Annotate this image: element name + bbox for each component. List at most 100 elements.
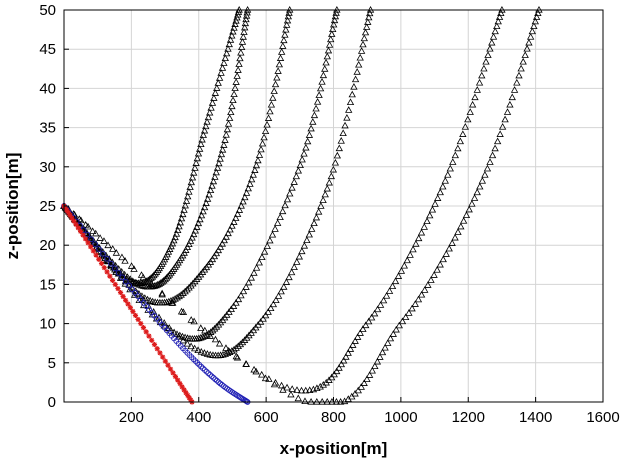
series-3-point-45 <box>208 326 217 334</box>
series-6-point-75 <box>459 217 468 224</box>
series-3-point-104 <box>329 25 337 32</box>
series-5-point-17 <box>197 324 205 331</box>
series-4-point-107 <box>365 13 373 21</box>
series-4-point-24 <box>175 332 183 340</box>
y-tick-label-3: 15 <box>39 276 56 293</box>
series-8-point-11 <box>82 236 89 242</box>
series-6-point-79 <box>470 194 479 201</box>
series-2-point-61 <box>214 246 223 254</box>
series-6-point-88 <box>493 137 502 145</box>
series-4-point-72 <box>300 241 309 249</box>
series-4-point-105 <box>363 23 371 30</box>
series-6-point-20 <box>242 360 251 368</box>
series-3-point-75 <box>281 201 289 209</box>
series-1-point-69 <box>200 203 209 211</box>
series-1-point-65 <box>194 219 203 227</box>
series-1-point-74 <box>208 182 216 189</box>
series-2-point-68 <box>228 222 236 229</box>
series-3-point-15 <box>116 274 125 281</box>
series-6-point-3 <box>77 216 85 224</box>
series-6-point-58 <box>408 304 416 312</box>
series-3-point-64 <box>252 264 261 271</box>
series-4-point-55 <box>256 318 265 325</box>
series-5-point-16 <box>187 316 195 323</box>
series-1-point-107 <box>242 11 251 19</box>
series-1-point-61 <box>188 233 196 241</box>
series-4-point-104 <box>361 28 370 36</box>
series-5-point-108 <box>497 9 505 17</box>
series-3-point-94 <box>316 84 325 92</box>
series-6-point-86 <box>488 151 497 159</box>
grid <box>64 9 604 403</box>
series-8-point-6 <box>71 218 77 224</box>
series-6-point-93 <box>506 100 514 108</box>
series-0-point-65 <box>181 201 189 209</box>
series-3-point-58 <box>237 291 245 299</box>
series-0-point-91 <box>214 79 222 86</box>
series-3-point-59 <box>239 287 248 295</box>
series-8-point-13 <box>88 244 94 250</box>
series-3-point-69 <box>266 236 274 244</box>
series-4-point-26 <box>183 339 191 347</box>
series-7-point-56 <box>210 374 217 381</box>
series-5-point-8 <box>112 249 121 256</box>
series-6-point-91 <box>501 115 509 123</box>
series-5-point-90 <box>461 123 470 130</box>
series-7-point-48 <box>196 361 203 368</box>
series-2-point-99 <box>276 54 285 61</box>
series-5-point-71 <box>412 240 420 247</box>
series-1-point-79 <box>215 159 223 167</box>
series-0-point-60 <box>175 222 183 230</box>
series-3-point-85 <box>302 143 310 151</box>
series-4-point-47 <box>238 338 247 346</box>
series-0-point-97 <box>222 49 231 57</box>
series-5-point-64 <box>391 277 400 285</box>
series-8-point-30 <box>132 312 139 319</box>
series-6-point-49 <box>381 343 389 351</box>
series-5-point-69 <box>406 251 414 258</box>
series-3-point-82 <box>296 161 304 169</box>
series-5-point-62 <box>385 287 394 294</box>
series-2-point-93 <box>269 94 277 101</box>
series-6-point-101 <box>523 44 531 52</box>
series-0-point-93 <box>217 69 225 76</box>
series-2-point-70 <box>232 214 240 221</box>
series-3-point-93 <box>315 91 323 98</box>
series-2-point-103 <box>281 31 289 38</box>
series-0-point-95 <box>220 59 228 66</box>
series-5-point-107 <box>495 13 504 20</box>
series-6-point-84 <box>483 164 492 172</box>
series-6-point-27 <box>301 397 309 405</box>
series-8-point-51 <box>185 392 191 399</box>
series-1-point-75 <box>209 177 218 185</box>
series-0-point-66 <box>182 197 191 204</box>
series-0-point-98 <box>224 45 232 52</box>
series-8-point-47 <box>177 380 183 387</box>
series-5-point-73 <box>417 228 426 236</box>
series-6-point-23 <box>270 380 279 388</box>
series-5-point-91 <box>464 115 472 123</box>
series-5-point-74 <box>420 223 428 230</box>
series-6-point-9 <box>127 262 136 269</box>
series-5-point-84 <box>446 164 454 172</box>
series-1-point-77 <box>212 168 220 176</box>
series-6-point-65 <box>430 271 438 278</box>
series-6-point-18 <box>222 344 230 351</box>
series-5-point-94 <box>471 93 479 101</box>
series-4-point-62 <box>274 292 283 299</box>
series-5-point-59 <box>376 301 385 308</box>
series-0-point-63 <box>179 210 187 218</box>
series-6-point-54 <box>395 321 403 329</box>
series-4-point-99 <box>355 60 363 68</box>
series-0-point-62 <box>177 214 186 222</box>
series-4-point-106 <box>364 18 372 25</box>
series-2-point-74 <box>239 197 247 205</box>
series-4-point-48 <box>240 336 249 343</box>
series-6-point-42 <box>363 375 371 383</box>
series-2-point-45 <box>183 285 191 293</box>
series-5-point-5 <box>88 227 97 234</box>
series-0-point-86 <box>207 104 215 111</box>
series-6-point-71 <box>448 239 456 246</box>
series-7-point-51 <box>201 367 208 373</box>
